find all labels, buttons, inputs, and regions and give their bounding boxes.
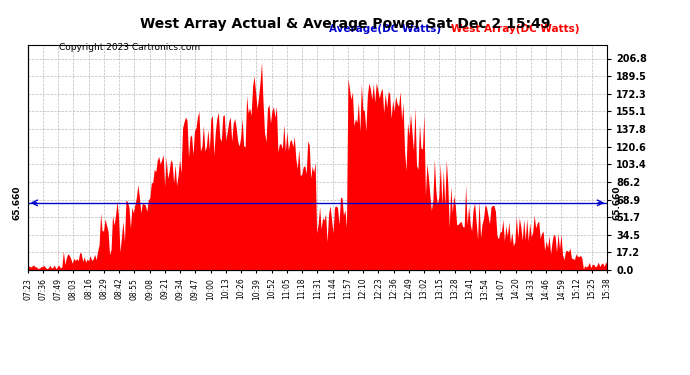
Text: Copyright 2023 Cartronics.com: Copyright 2023 Cartronics.com [59,43,200,52]
Text: Average(DC Watts): Average(DC Watts) [329,24,441,34]
Text: 65.660: 65.660 [613,186,622,220]
Text: 65.660: 65.660 [13,186,22,220]
Text: West Array(DC Watts): West Array(DC Watts) [451,24,579,34]
Text: West Array Actual & Average Power Sat Dec 2 15:49: West Array Actual & Average Power Sat De… [140,17,550,31]
